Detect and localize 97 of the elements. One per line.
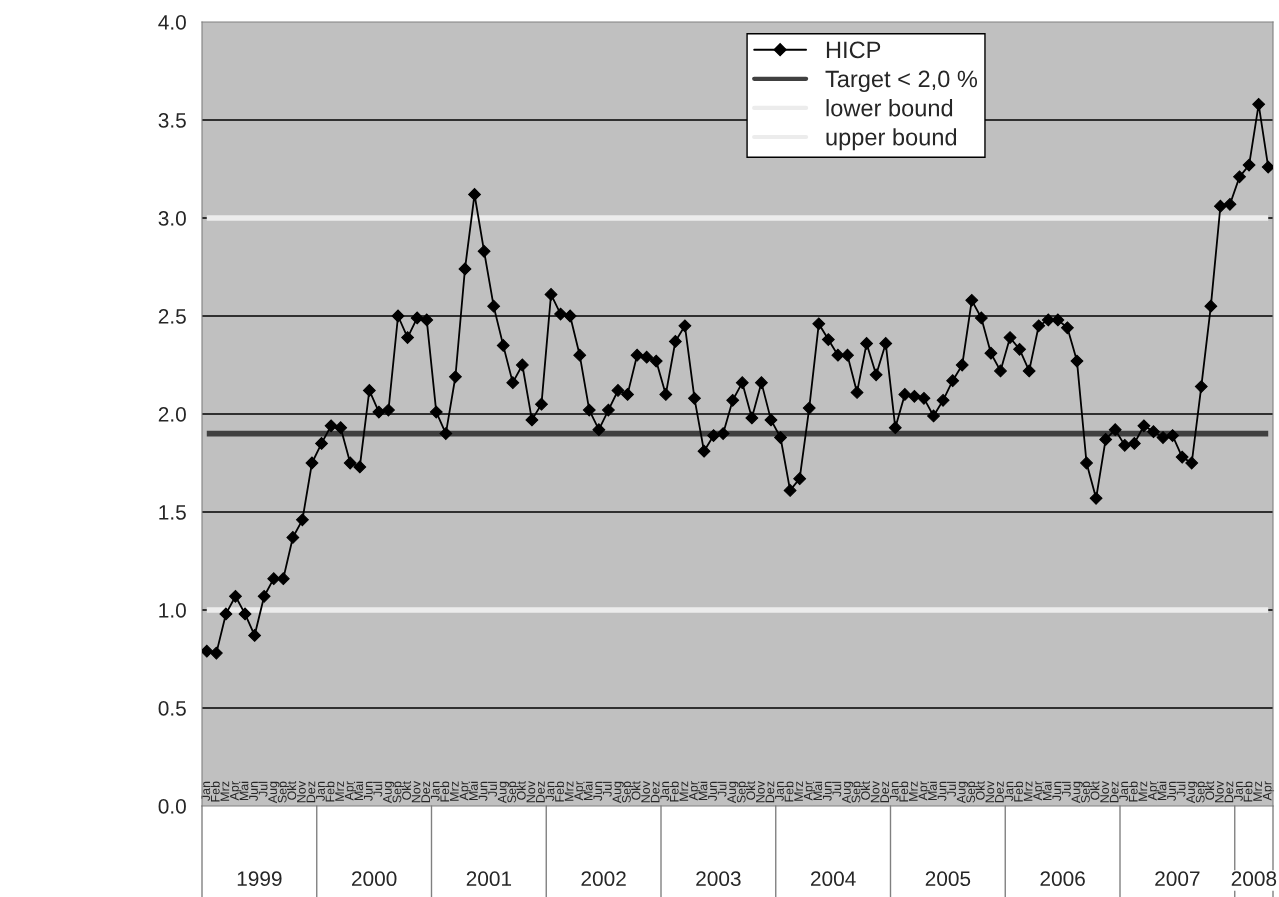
x-tick-label: Nov <box>870 781 880 803</box>
legend-label: Target < 2,0 % <box>825 70 978 92</box>
x-tick-label: Feb <box>554 781 564 802</box>
x-tick-label: Dez <box>765 781 775 803</box>
x-tick-label: Mrz <box>1253 781 1262 801</box>
x-tick-label: Mrz <box>1138 781 1148 801</box>
y-tick-label: 3.0 <box>158 211 186 226</box>
legend-label: HICP <box>826 41 881 59</box>
text: 2005 <box>925 871 971 887</box>
text: 1999 <box>237 871 282 887</box>
x-tick-label: Jun <box>593 781 603 801</box>
text: 2004 <box>811 871 856 887</box>
x-tick-label: Feb <box>784 781 794 802</box>
x-tick-label: Jan <box>1004 781 1014 801</box>
y-tick-label: 2.5 <box>158 309 186 324</box>
x-tick-label: Jan <box>545 781 555 801</box>
x-tick-label: Jul <box>1176 781 1186 797</box>
x-tick-label: Feb <box>210 781 220 802</box>
text: 2000 <box>352 871 397 887</box>
x-tick-label: Feb <box>440 781 450 802</box>
x-tick-label: Jul <box>602 781 612 797</box>
x-tick-label: Jun <box>937 781 947 801</box>
x-tick-label: Dez <box>536 781 545 803</box>
x-tick-label: Mrz <box>335 781 344 801</box>
y-tick-label: 4.0 <box>158 15 186 30</box>
x-tick-label: Feb <box>1243 781 1253 802</box>
x-tick-label: Feb <box>899 781 909 802</box>
x-tick-label: Feb <box>1128 781 1138 802</box>
x-tick-label: Jul <box>1061 781 1071 797</box>
x-tick-label: Jan <box>1234 781 1243 801</box>
x-tick-label: Okt <box>746 781 756 800</box>
y-tick-label: 0.0 <box>158 799 186 814</box>
x-tick-label: Jun <box>1167 781 1176 801</box>
x-tick-label: Dez <box>995 781 1004 803</box>
x-tick-label: Jun <box>363 781 373 801</box>
text: 2003 <box>696 871 741 887</box>
x-tick-label: Jul <box>258 781 268 797</box>
x-tick-label: Okt <box>287 781 297 800</box>
y-tick-label: 0.5 <box>158 701 186 716</box>
x-tick-label: Dez <box>421 781 431 803</box>
x-tick-label: Mrz <box>679 781 689 801</box>
y-tick-label: 3.5 <box>158 113 186 128</box>
x-tick-label: Mrz <box>909 781 918 801</box>
y-tick-label: 2.0 <box>158 407 186 422</box>
x-tick-label: Dez <box>1224 781 1234 803</box>
text: 2007 <box>1155 871 1200 887</box>
x-tick-label: Nov <box>297 781 306 803</box>
x-tick-label: Aug <box>497 781 510 804</box>
x-tick-label: Jan <box>316 781 325 801</box>
legend-label: upper bound <box>826 128 957 151</box>
x-tick-label: Feb <box>669 781 679 802</box>
text: 2006 <box>1040 871 1085 887</box>
x-tick-label: Mrz <box>220 781 230 801</box>
x-tick-label: Jun <box>708 781 717 801</box>
x-tick-label: Dez <box>306 781 316 803</box>
x-tick-label: Feb <box>1013 781 1023 802</box>
x-tick-label: Apr <box>1262 781 1275 801</box>
x-tick-label: Nov <box>756 781 765 803</box>
x-tick-label: Feb <box>325 781 335 802</box>
x-tick-label: Nov <box>1215 781 1224 803</box>
x-tick-label: Nov <box>526 781 536 803</box>
x-tick-label: Jun <box>1052 781 1062 801</box>
x-tick-label: Mrz <box>564 781 574 801</box>
x-tick-label: Dez <box>880 781 890 803</box>
text: 2001 <box>466 871 512 887</box>
x-tick-label: Jan <box>775 781 784 801</box>
x-tick-label: Aug <box>1071 781 1083 804</box>
x-tick-label: Okt <box>1205 781 1215 800</box>
text: 2002 <box>581 871 626 887</box>
x-tick-label: Aug <box>612 781 624 804</box>
x-tick-label: Jan <box>660 781 670 801</box>
x-tick-label: Jul <box>717 781 727 797</box>
legend-label: lower bound <box>826 99 953 117</box>
y-tick-label: 1.5 <box>159 505 186 520</box>
x-tick-label: Jun <box>249 781 258 801</box>
x-tick-label: Mrz <box>1023 781 1033 801</box>
x-tick-label: Jan <box>430 781 440 801</box>
x-tick-label: Mrz <box>794 781 803 801</box>
x-tick-label: Jul <box>946 781 957 797</box>
x-tick-label: Nov <box>641 781 651 803</box>
x-tick-label: Jul <box>373 781 383 797</box>
x-tick-label: Jan <box>889 781 899 801</box>
x-tick-label: Nov <box>1100 781 1110 803</box>
x-tick-label: Jan <box>201 781 211 801</box>
x-tick-label: Jan <box>1119 781 1129 801</box>
x-tick-label: Jun <box>822 781 832 801</box>
x-tick-label: Jul <box>832 781 842 797</box>
x-tick-label: Dez <box>650 781 660 803</box>
x-tick-label: Jul <box>487 781 498 797</box>
x-tick-label: Nov <box>411 781 421 803</box>
x-tick-label: Aug <box>956 781 969 804</box>
x-tick-label: Mrz <box>450 781 459 801</box>
x-tick-label: Nov <box>985 781 995 803</box>
text: 2008 <box>1231 871 1277 887</box>
y-tick-label: 1.0 <box>159 603 186 618</box>
x-tick-label: Dez <box>1109 781 1119 803</box>
x-tick-label: Jun <box>478 781 488 801</box>
